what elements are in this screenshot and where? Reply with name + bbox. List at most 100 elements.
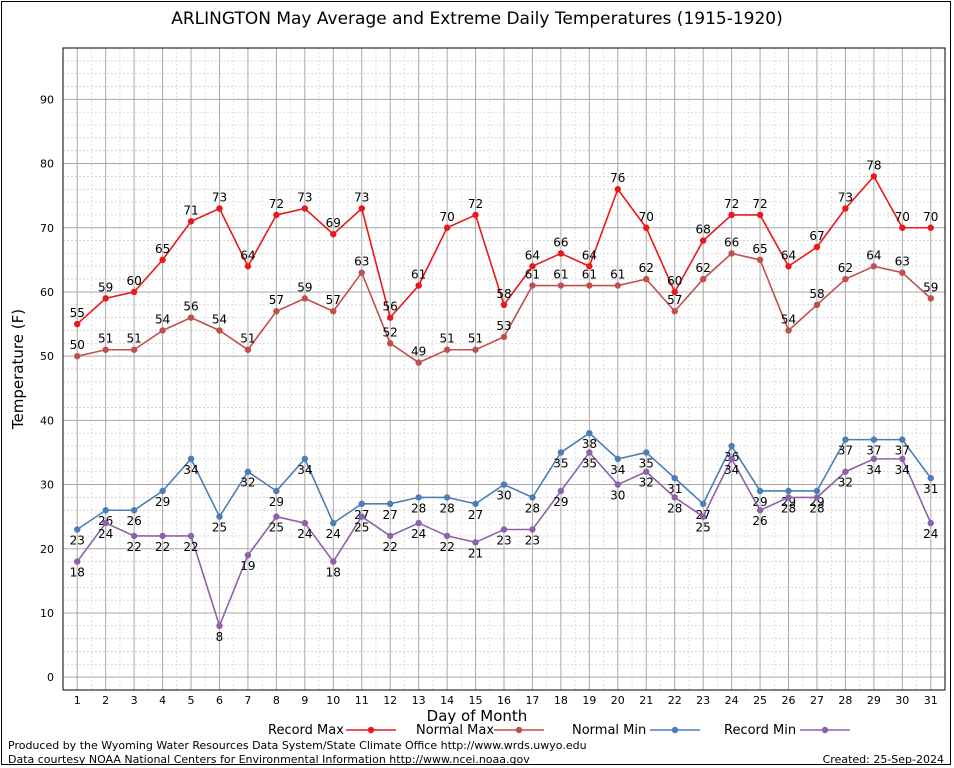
y-tick-label: 10 [40, 607, 54, 620]
data-point [813, 494, 821, 501]
data-label: 52 [383, 325, 398, 339]
data-label: 35 [639, 456, 654, 470]
data-label: 8 [216, 630, 224, 644]
data-point [927, 224, 934, 231]
x-tick-label: 4 [159, 694, 166, 707]
data-point [614, 282, 622, 289]
x-tick-label: 25 [753, 694, 767, 707]
x-tick-label: 22 [668, 694, 682, 707]
data-label: 28 [525, 501, 540, 515]
data-point [443, 494, 451, 501]
data-point [586, 430, 593, 437]
data-label: 24 [297, 527, 312, 541]
data-point [273, 308, 280, 315]
data-label: 65 [752, 242, 767, 256]
data-label: 28 [411, 501, 426, 515]
x-tick-label: 7 [244, 694, 251, 707]
data-label: 63 [354, 255, 369, 269]
data-label: 61 [411, 268, 426, 282]
data-point [415, 282, 422, 289]
data-label: 73 [354, 191, 369, 205]
data-label: 73 [212, 191, 227, 205]
data-label: 51 [126, 332, 141, 346]
data-label: 71 [183, 203, 198, 217]
x-tick-label: 19 [582, 694, 596, 707]
data-point [472, 539, 479, 546]
data-label: 32 [240, 476, 255, 490]
x-tick-label: 30 [895, 694, 909, 707]
data-label: 73 [838, 191, 853, 205]
data-point [159, 487, 166, 495]
data-label: 58 [496, 287, 511, 301]
data-point [870, 436, 878, 443]
data-label: 67 [809, 229, 824, 243]
x-tick-label: 3 [131, 694, 138, 707]
data-point [699, 237, 707, 244]
data-point [899, 455, 906, 463]
data-label: 34 [297, 463, 312, 477]
data-point [813, 243, 821, 251]
data-point [671, 308, 678, 315]
data-point [813, 301, 821, 308]
data-label: 38 [582, 437, 597, 451]
data-label: 56 [183, 300, 198, 314]
data-point [330, 308, 337, 315]
series-layer: 55 59 60 65 71 73 64 72 73 69 73 56 61 70 72 58 64 66 64 76… [70, 158, 939, 643]
plot-border [62, 47, 946, 691]
data-label: 50 [70, 338, 85, 352]
data-label: 49 [411, 345, 426, 359]
series-record-max: 55 59 60 65 71 73 64 72 73 69 73 56 61 70 72 58 64 66 64 76… [70, 158, 938, 328]
data-label: 26 [752, 514, 767, 528]
data-point [614, 186, 622, 193]
data-point [74, 526, 81, 533]
y-tick-label: 70 [40, 222, 54, 235]
x-tick-label: 21 [639, 694, 653, 707]
legend-marker [671, 726, 679, 734]
data-point [301, 519, 309, 527]
data-point [500, 481, 508, 488]
data-label: 51 [439, 332, 454, 346]
data-label: 57 [326, 293, 341, 307]
data-point [386, 500, 394, 508]
data-label: 29 [553, 495, 568, 509]
legend-label: Record Max [268, 723, 344, 738]
x-tick-label: 12 [383, 694, 397, 707]
y-tick-label: 0 [47, 671, 54, 684]
data-label: 25 [354, 521, 369, 535]
x-tick-label: 2 [102, 694, 109, 707]
data-point [244, 263, 252, 270]
data-point [870, 263, 878, 270]
data-label: 70 [895, 210, 910, 224]
data-label: 62 [838, 261, 853, 275]
x-tick-label: 9 [301, 694, 308, 707]
data-point [330, 230, 337, 238]
data-point [728, 250, 735, 257]
data-point [728, 455, 735, 463]
data-point [756, 487, 764, 495]
data-point [529, 263, 536, 270]
data-label: 23 [70, 534, 85, 548]
data-point [756, 507, 764, 514]
data-point [273, 487, 280, 495]
data-point [216, 327, 223, 334]
series-normal-max: 50 51 51 54 56 54 51 57 59 57 63 52 49 51 51 53 61 61 61 61… [70, 235, 938, 366]
created-date: Created: 25-Sep-2024 [822, 753, 944, 766]
data-point [557, 449, 565, 456]
data-point [842, 275, 849, 283]
data-label: 32 [639, 476, 654, 490]
data-point [102, 295, 109, 302]
data-point [614, 455, 622, 463]
x-tick-label: 31 [924, 694, 938, 707]
data-label: 61 [553, 268, 568, 282]
data-point [472, 500, 479, 508]
data-point [74, 352, 81, 360]
data-label: 61 [525, 268, 540, 282]
data-point [500, 333, 508, 341]
data-label: 76 [610, 171, 625, 185]
data-label: 64 [781, 248, 796, 262]
data-point [102, 507, 109, 514]
data-point [927, 474, 934, 482]
x-tick-label: 28 [838, 694, 852, 707]
credit-line-1: Produced by the Wyoming Water Resources … [8, 739, 587, 752]
